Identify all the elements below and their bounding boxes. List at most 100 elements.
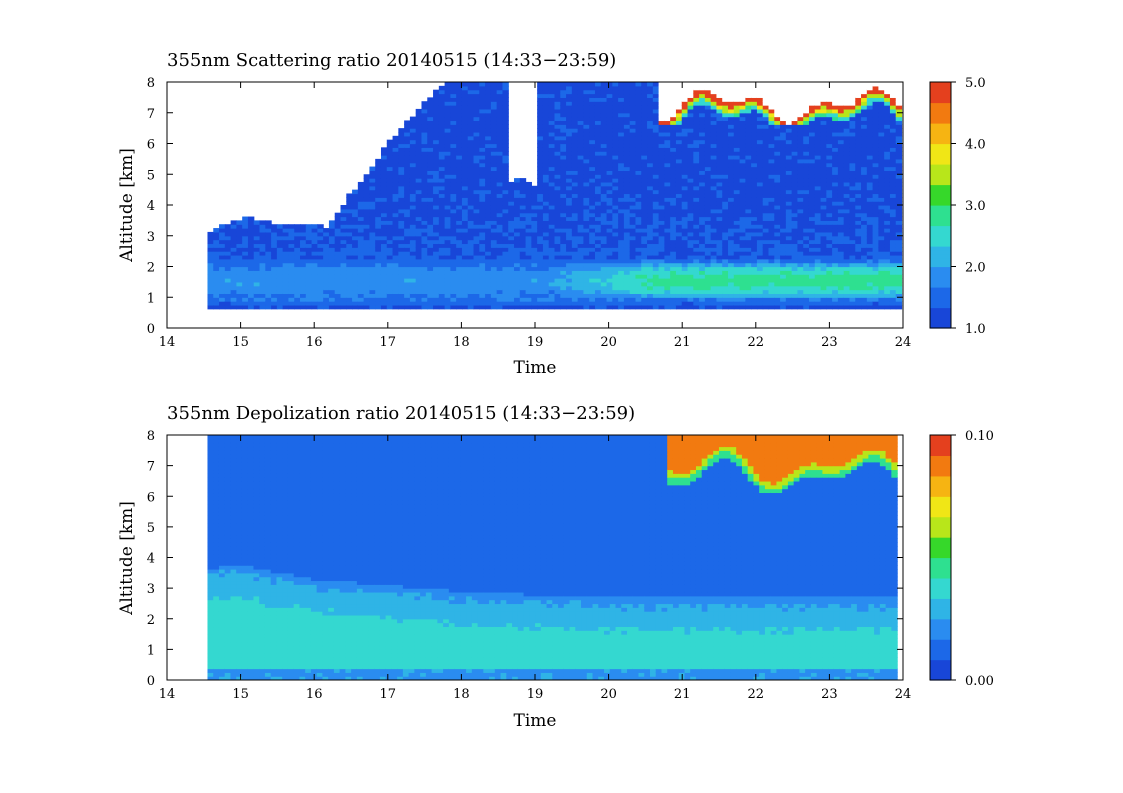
scattering-cell [560,274,567,279]
scattering-cell [600,108,608,114]
scattering-cell [583,170,590,175]
scattering-cell [594,143,602,148]
scattering-cell [421,162,428,168]
scattering-cell [641,270,648,275]
scattering-cell [288,254,295,260]
scattering-cell [485,189,492,195]
scattering-cell [652,301,660,306]
scattering-cell [404,201,411,206]
scattering-cell [589,301,596,306]
scattering-cell [647,178,654,183]
scattering-cell [433,262,440,268]
scattering-cell [415,262,423,268]
scattering-cell [404,135,411,141]
scattering-cell [467,124,475,129]
scattering-cell [444,128,451,133]
scattering-cell [560,243,567,248]
scattering-cell [525,231,532,237]
scattering-cell [699,151,706,156]
scattering-cell [352,235,359,241]
scattering-cell [664,212,671,218]
scattering-cell [600,89,608,95]
scattering-cell [635,131,642,137]
scattering-cell [803,116,810,122]
scattering-cell [594,281,602,287]
scattering-cell [647,270,654,275]
scattering-cell [739,124,746,129]
scattering-cell [728,197,735,202]
scattering-cell [207,235,214,241]
scattering-cell [745,116,752,122]
scattering-cell [317,281,324,287]
scattering-cell [728,155,735,160]
scattering-cell [380,162,388,168]
scattering-cell [352,262,359,268]
scattering-cell [409,205,417,210]
scattering-cell [334,270,342,275]
scattering-cell [427,297,434,302]
scattering-cell [722,201,729,206]
scattering-cell [276,243,284,248]
scattering-cell [485,93,492,98]
scattering-cell [485,97,492,102]
scattering-cell [647,166,654,171]
scattering-cell [652,93,660,98]
scattering-cell [421,251,428,256]
scattering-cell [479,116,486,122]
scattering-cell [276,247,284,252]
scattering-cell [583,174,590,179]
scattering-cell [456,293,463,298]
scattering-cell [641,158,648,164]
scattering-cell [699,297,706,302]
scattering-cell [768,97,775,102]
scattering-cell [710,155,718,160]
scattering-cell [531,235,538,241]
scattering-cell [675,297,683,302]
scattering-cell [380,304,388,310]
scattering-cell [791,189,799,195]
scattering-cell [542,174,550,179]
scattering-cell [560,147,567,152]
scattering-cell [600,293,608,298]
scattering-cell [756,185,764,191]
scattering-cell [473,97,480,102]
scattering-cell [704,105,712,110]
scattering-cell [490,281,498,287]
scattering-cell [693,82,700,87]
scattering-cell [438,285,446,291]
scattering-cell [473,270,480,275]
scattering-cell [751,128,758,133]
scattering-cell [450,262,457,268]
scattering-cell [548,193,556,198]
scattering-cell [346,304,353,310]
scattering-cell [780,262,787,268]
scattering-cell [409,239,417,245]
scattering-cell [733,143,741,148]
scattering-cell [710,208,718,214]
scattering-cell [375,301,382,306]
scattering-cell [450,270,457,275]
scattering-cell [450,147,457,152]
scattering-cell [276,258,284,264]
scattering-cell [253,258,261,264]
scattering-cell [658,251,665,256]
scattering-cell [739,139,746,145]
scattering-cell [537,301,544,306]
scattering-cell [415,197,423,202]
scattering-cell [496,301,504,306]
scattering-cell [780,216,787,221]
scattering-cell [571,262,579,268]
scattering-cell [242,278,249,283]
scattering-cell [687,254,694,260]
scattering-cell [300,243,307,248]
scattering-cell [623,108,631,114]
scattering-cell [554,247,561,252]
scattering-cell [328,270,336,275]
scattering-cell [594,254,602,260]
scattering-cell [508,220,515,225]
scattering-cell [641,197,648,202]
scattering-cell [785,135,793,141]
scattering-cell [328,262,336,268]
scattering-cell [253,281,261,287]
scattering-cell [571,266,579,271]
